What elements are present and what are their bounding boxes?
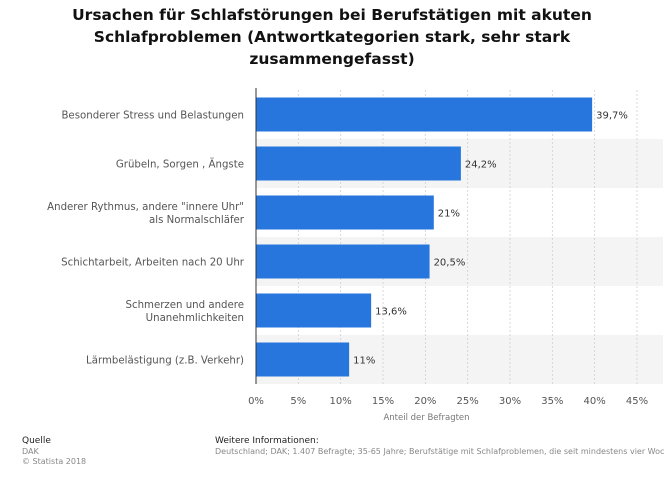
info-footer: Weitere Informationen: Deutschland; DAK;… [215, 436, 664, 457]
category-label: Grübeln, Sorgen , Ängste [116, 158, 244, 171]
category-label: Unanehmlichkeiten [146, 313, 244, 324]
x-tick-label: 20% [414, 396, 436, 407]
category-label: Schmerzen und andere [126, 300, 245, 311]
value-label: 13,6% [375, 307, 407, 318]
x-tick-label: 30% [499, 396, 521, 407]
x-tick-label: 40% [584, 396, 606, 407]
category-label: Schichtarbeit, Arbeiten nach 20 Uhr [61, 258, 245, 269]
source-footer: Quelle DAK © Statista 2018 [22, 436, 86, 468]
x-tick-labels: 0% 5% 10% 15% 20% 25% 30% 35% 40% 45% [248, 396, 648, 407]
bar [256, 97, 593, 132]
chart-title-line-2: Schlafproblemen (Antwortkategorien stark… [93, 28, 571, 46]
x-tick-label: 5% [290, 396, 306, 407]
value-label: 21% [438, 209, 460, 220]
info-text: Deutschland; DAK; 1.407 Befragte; 35-65 … [215, 446, 664, 456]
value-label: 20,5% [434, 258, 466, 269]
gridlines [297, 90, 638, 384]
category-label: Anderer Rythmus, andere "innere Uhr" [47, 202, 244, 213]
category-labels: Besonderer Stress und Belastungen Grübeln… [47, 111, 245, 367]
value-label: 24,2% [465, 160, 497, 171]
bars [256, 97, 593, 377]
value-label: 39,7% [596, 111, 628, 122]
value-labels: 39,7% 24,2% 21% 20,5% 13,6% 11% [353, 111, 628, 367]
x-tick-label: 0% [248, 396, 264, 407]
source-heading: Quelle [22, 436, 51, 446]
x-tick-label: 10% [330, 396, 352, 407]
bar [256, 293, 372, 328]
category-label: Lärmbelästigung (z.B. Verkehr) [86, 356, 244, 367]
info-heading: Weitere Informationen: [215, 436, 319, 446]
x-tick-label: 15% [372, 396, 394, 407]
chart-title-line-1: Ursachen für Schlafstörungen bei Berufst… [72, 6, 592, 24]
bar [256, 342, 350, 377]
x-tick-label: 45% [626, 396, 648, 407]
category-label: als Normalschläfer [149, 215, 245, 226]
chart-title-line-3: zusammengefasst) [249, 50, 415, 68]
copyright: © Statista 2018 [22, 457, 87, 466]
x-tick-label: 25% [457, 396, 479, 407]
category-label: Besonderer Stress und Belastungen [61, 111, 244, 122]
x-tick-label: 35% [541, 396, 563, 407]
bar [256, 244, 430, 279]
bar [256, 146, 461, 181]
bar-chart: Besonderer Stress und Belastungen Grübeln… [47, 88, 663, 423]
x-axis-label: Anteil der Befragten [383, 413, 469, 423]
bar [256, 195, 434, 230]
value-label: 11% [353, 356, 375, 367]
chart-title: Ursachen für Schlafstörungen bei Berufst… [40, 4, 624, 70]
source-name: DAK [22, 446, 39, 456]
